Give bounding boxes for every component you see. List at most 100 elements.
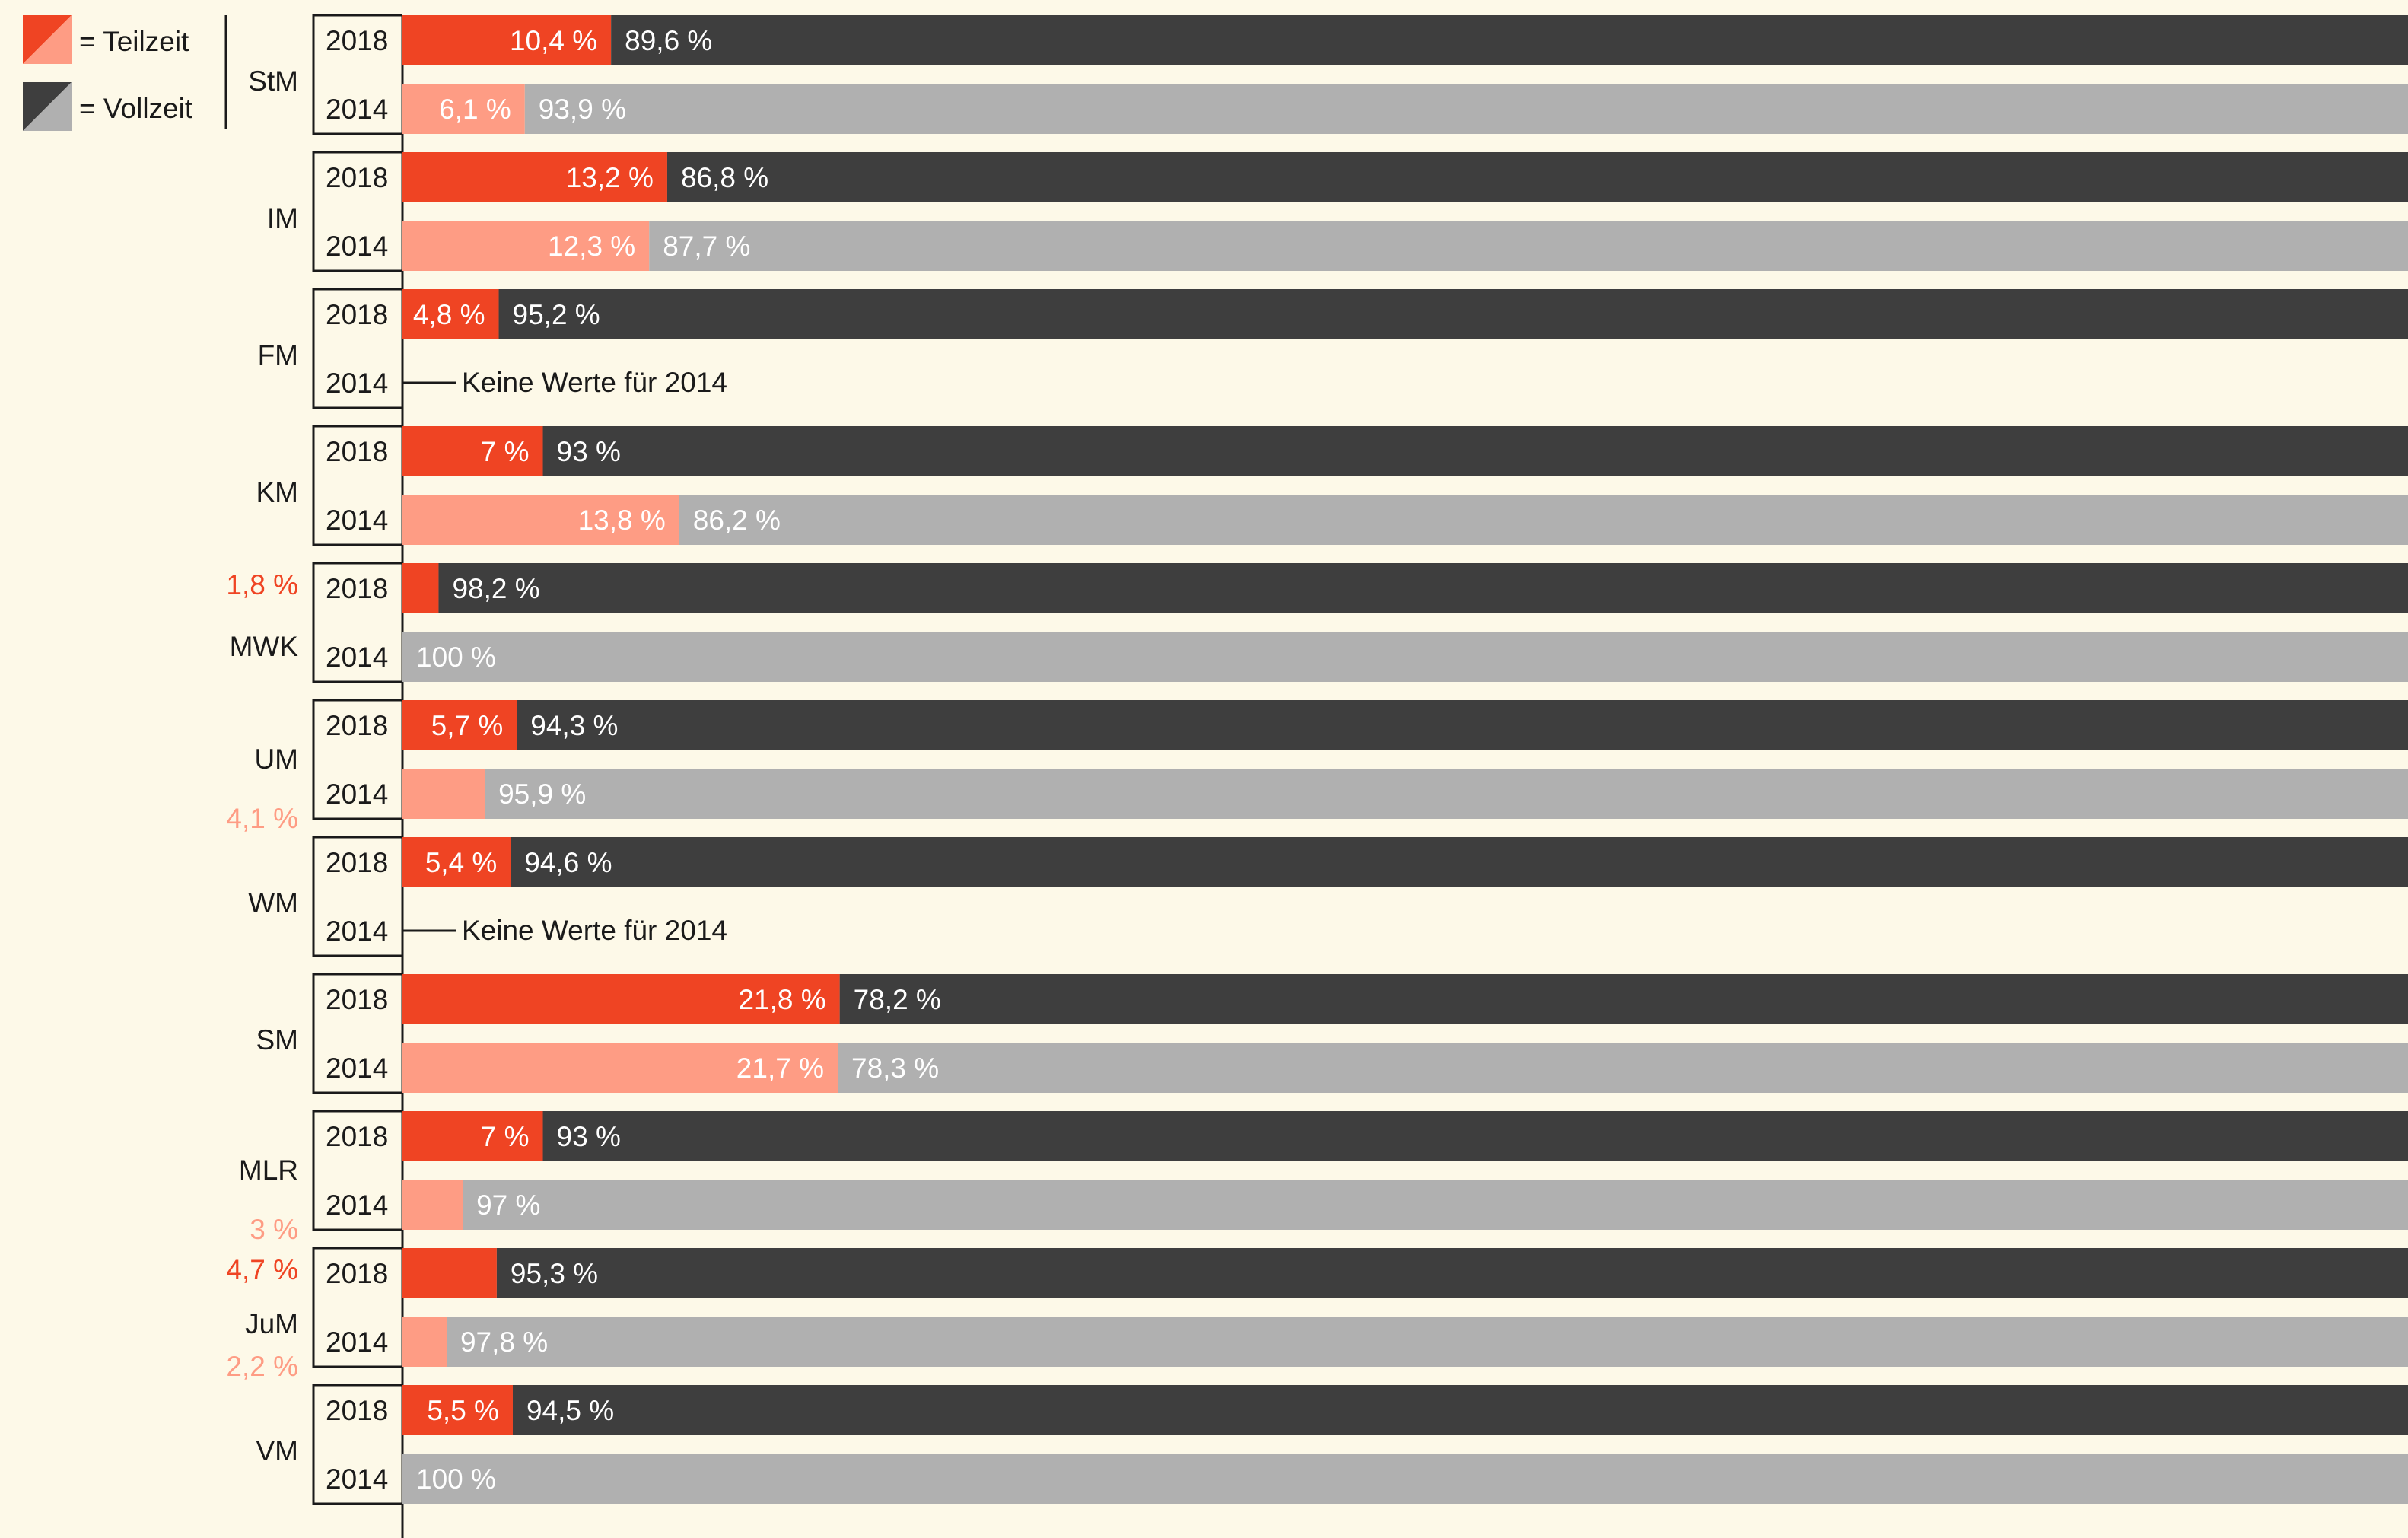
label-teilzeit-stm-2014: 6,1 % — [439, 94, 511, 125]
label-vollzeit-fm-2018: 95,2 % — [513, 299, 600, 330]
label-vollzeit-jum-2014: 97,8 % — [460, 1326, 548, 1358]
label-vollzeit-km-2018: 93 % — [557, 436, 621, 467]
bar-teilzeit-stm-2018 — [402, 15, 612, 65]
bar-vollzeit-im-2014 — [649, 221, 2408, 271]
group-bracket-um — [312, 699, 402, 820]
year-label-um-2014: 2014 — [326, 779, 388, 810]
year-label-jum-2018: 2018 — [326, 1258, 388, 1289]
year-label-sm-2014: 2014 — [326, 1052, 388, 1084]
ministry-label-um: UM — [254, 744, 298, 775]
label-teilzeit-mlr-2014: 3 % — [250, 1214, 298, 1245]
ministry-label-fm: FM — [258, 339, 298, 371]
label-teilzeit-km-2014: 13,8 % — [578, 505, 666, 536]
label-teilzeit-fm-2018: 4,8 % — [413, 299, 485, 330]
no-data-note-fm-2014: Keine Werte für 2014 — [462, 367, 727, 398]
year-label-fm-2014: 2014 — [326, 368, 388, 399]
group-bracket-mwk — [312, 562, 402, 683]
label-teilzeit-wm-2018: 5,4 % — [425, 847, 498, 878]
year-label-mwk-2014: 2014 — [326, 642, 388, 673]
label-vollzeit-jum-2018: 95,3 % — [511, 1258, 598, 1289]
label-teilzeit-sm-2014: 21,7 % — [736, 1052, 824, 1084]
ministry-label-vm: VM — [256, 1435, 299, 1466]
bar-teilzeit-vm-2018 — [402, 1385, 513, 1435]
plot-area: StM 2018 89,6 % 10,4 % 2014 93,9 % 6,1 % IM 2018… — [226, 14, 2408, 1538]
label-vollzeit-mlr-2018: 93 % — [557, 1121, 621, 1152]
legend-swatch-vollzeit — [23, 82, 72, 131]
year-label-mlr-2014: 2014 — [326, 1189, 388, 1221]
ministry-label-stm: StM — [248, 65, 298, 97]
legend-label-teilzeit: = Teilzeit — [79, 26, 189, 57]
label-vollzeit-mwk-2014: 100 % — [416, 642, 496, 673]
ministry-label-jum: JuM — [245, 1308, 298, 1339]
group-bracket-stm — [312, 14, 402, 135]
ministry-label-im: IM — [267, 202, 298, 234]
bar-vollzeit-mlr-2018 — [542, 1111, 2408, 1161]
year-label-sm-2018: 2018 — [326, 984, 388, 1015]
bar-vollzeit-km-2018 — [542, 426, 2408, 476]
bar-teilzeit-im-2018 — [402, 152, 667, 202]
label-vollzeit-km-2014: 86,2 % — [693, 505, 781, 536]
label-vollzeit-vm-2018: 94,5 % — [526, 1395, 614, 1426]
year-label-km-2018: 2018 — [326, 436, 388, 467]
year-label-stm-2018: 2018 — [326, 25, 388, 56]
year-label-mlr-2018: 2018 — [326, 1121, 388, 1152]
label-vollzeit-im-2018: 86,8 % — [681, 162, 768, 193]
group-bracket-sm — [312, 973, 402, 1094]
group-bracket-mlr — [312, 1110, 402, 1231]
year-label-stm-2014: 2014 — [326, 94, 388, 125]
group-bracket-vm — [312, 1384, 402, 1505]
group-bracket-km — [312, 425, 402, 546]
bar-vollzeit-wm-2018 — [511, 837, 2408, 887]
bar-teilzeit-mlr-2014 — [402, 1180, 463, 1230]
label-vollzeit-im-2014: 87,7 % — [663, 231, 750, 262]
bar-vollzeit-um-2018 — [517, 700, 2408, 750]
bar-vollzeit-mlr-2014 — [463, 1180, 2408, 1230]
bar-teilzeit-stm-2014 — [402, 84, 525, 134]
label-teilzeit-vm-2018: 5,5 % — [427, 1395, 499, 1426]
label-teilzeit-im-2018: 13,2 % — [566, 162, 654, 193]
bar-teilzeit-km-2018 — [402, 426, 543, 476]
year-label-vm-2014: 2014 — [326, 1463, 388, 1495]
year-label-im-2018: 2018 — [326, 162, 388, 193]
bar-teilzeit-sm-2018 — [402, 974, 840, 1024]
bar-vollzeit-um-2014 — [485, 769, 2408, 819]
label-vollzeit-mlr-2014: 97 % — [476, 1189, 540, 1221]
label-teilzeit-jum-2018: 4,7 % — [226, 1254, 298, 1285]
year-label-fm-2018: 2018 — [326, 299, 388, 330]
bar-vollzeit-sm-2014 — [838, 1043, 2408, 1093]
legend-label-vollzeit: = Vollzeit — [79, 93, 193, 124]
bar-teilzeit-mlr-2018 — [402, 1111, 543, 1161]
bar-vollzeit-mwk-2018 — [438, 563, 2408, 613]
label-vollzeit-sm-2014: 78,3 % — [851, 1052, 939, 1084]
label-teilzeit-stm-2018: 10,4 % — [510, 25, 597, 56]
bar-vollzeit-vm-2014 — [402, 1454, 2408, 1504]
label-teilzeit-mwk-2018: 1,8 % — [226, 569, 298, 600]
bar-vollzeit-jum-2014 — [446, 1317, 2408, 1367]
no-data-note-wm-2014: Keine Werte für 2014 — [462, 915, 727, 946]
bar-teilzeit-mwk-2018 — [402, 563, 439, 613]
bar-teilzeit-im-2014 — [402, 221, 650, 271]
year-label-mwk-2018: 2018 — [326, 573, 388, 604]
bar-vollzeit-fm-2018 — [498, 289, 2408, 339]
bar-teilzeit-wm-2018 — [402, 837, 511, 887]
label-vollzeit-wm-2018: 94,6 % — [524, 847, 612, 878]
bar-vollzeit-stm-2018 — [611, 15, 2408, 65]
bar-teilzeit-km-2014 — [402, 495, 679, 545]
label-teilzeit-um-2018: 5,7 % — [431, 710, 504, 741]
label-teilzeit-sm-2018: 21,8 % — [738, 984, 825, 1015]
group-bracket-im — [312, 151, 402, 272]
label-teilzeit-mlr-2018: 7 % — [481, 1121, 530, 1152]
bar-vollzeit-im-2018 — [666, 152, 2408, 202]
ministry-label-wm: WM — [248, 887, 298, 919]
bar-vollzeit-sm-2018 — [839, 974, 2408, 1024]
ministry-label-sm: SM — [256, 1024, 299, 1056]
ministry-label-mlr: MLR — [239, 1154, 298, 1186]
bar-vollzeit-mwk-2014 — [402, 632, 2408, 682]
year-label-im-2014: 2014 — [326, 231, 388, 262]
year-label-vm-2018: 2018 — [326, 1395, 388, 1426]
group-bracket-wm — [312, 836, 402, 957]
legend-swatch-teilzeit — [23, 15, 72, 64]
label-vollzeit-sm-2018: 78,2 % — [854, 984, 941, 1015]
group-bracket-fm — [312, 288, 402, 409]
